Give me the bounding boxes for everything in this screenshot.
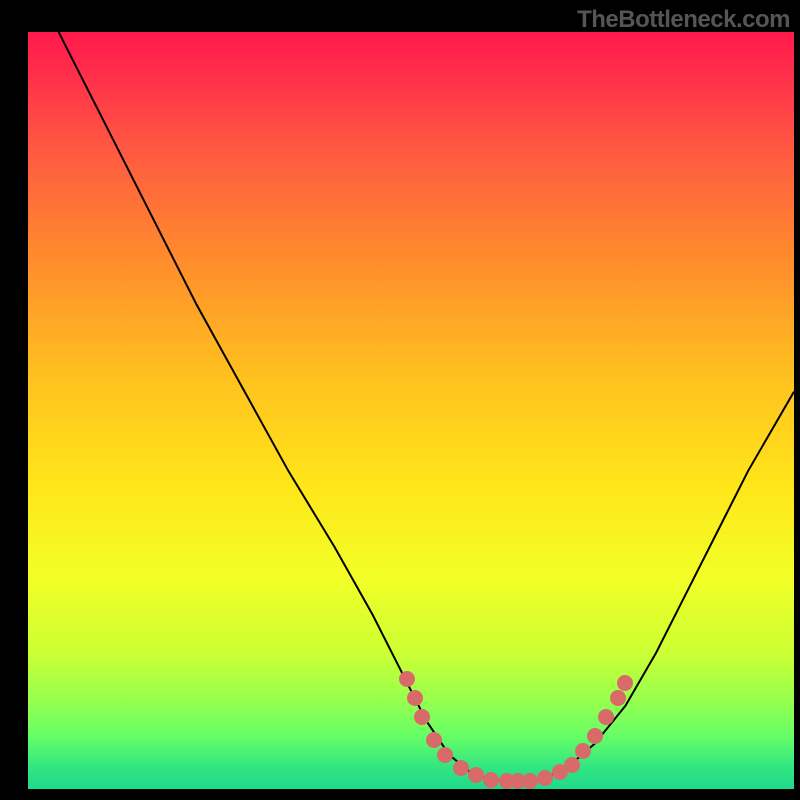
- scatter-dot: [522, 773, 538, 789]
- scatter-dot: [407, 690, 423, 706]
- scatter-dot: [610, 690, 626, 706]
- scatter-dot: [399, 671, 415, 687]
- scatter-dot: [483, 772, 499, 788]
- scatter-dot: [468, 767, 484, 783]
- scatter-dot: [414, 709, 430, 725]
- scatter-dot: [598, 709, 614, 725]
- scatter-dot: [453, 760, 469, 776]
- scatter-dot: [587, 728, 603, 744]
- scatter-dot: [537, 770, 553, 786]
- scatter-dot: [426, 732, 442, 748]
- scatter-dot: [617, 675, 633, 691]
- watermark-text: TheBottleneck.com: [577, 6, 790, 34]
- scatter-dot: [564, 757, 580, 773]
- scatter-dot: [437, 747, 453, 763]
- scatter-dot: [575, 743, 591, 759]
